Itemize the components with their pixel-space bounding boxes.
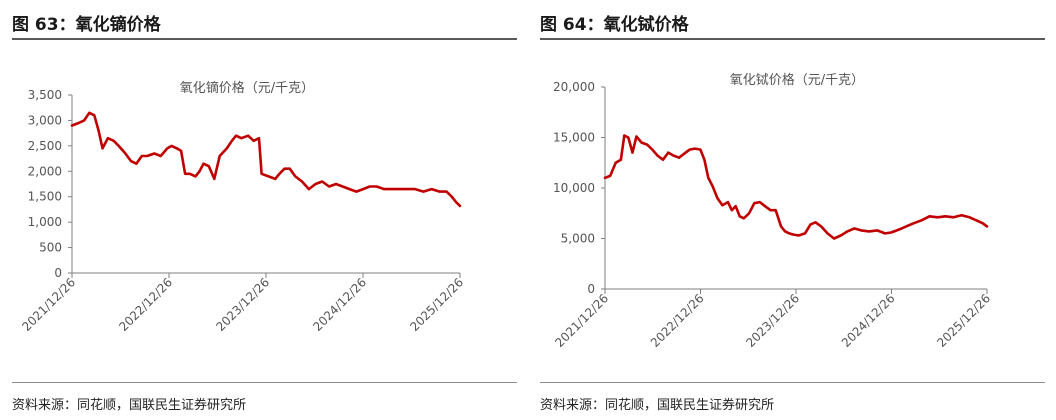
y-tick-label: 0	[587, 282, 595, 296]
y-tick-label: 500	[39, 241, 62, 255]
chart-panel-left: 图 63：氧化镝价格 氧化镝价格（元/千克） 3,500 3,000 2,500 2,0…	[12, 0, 522, 420]
x-tick-label: 2021/12/26	[19, 275, 78, 334]
y-tick-label: 3,500	[28, 88, 62, 102]
y-tick-label: 20,000	[553, 80, 595, 94]
chart-title: 氧化镝价格（元/千克）	[180, 80, 314, 96]
x-tick-label: 2025/12/26	[407, 275, 466, 334]
title-rule	[540, 38, 1045, 40]
line-chart-terbium-oxide: 氧化铽价格（元/千克） 20,000 15,000 10,000 5,000 02021/…	[552, 72, 993, 350]
source-note: 资料来源：同花顺，国联民生证券研究所	[12, 398, 247, 413]
line-chart-dysprosium-oxide: 氧化镝价格（元/千克） 3,500 3,000 2,500 2,000 1,500 1,00…	[19, 80, 466, 334]
x-tick-label: 2025/12/26	[934, 291, 993, 350]
title-rule	[12, 38, 517, 40]
x-tick-label: 2022/12/26	[648, 291, 707, 350]
series-line	[603, 134, 989, 240]
y-tick-label: 15,000	[553, 131, 595, 145]
figure-title: 图 64：氧化铽价格	[540, 15, 689, 35]
y-tick-label: 0	[54, 266, 62, 280]
source-note: 资料来源：同花顺，国联民生证券研究所	[540, 398, 775, 413]
footer-rule	[540, 382, 1045, 383]
x-tick-label: 2021/12/26	[552, 291, 611, 350]
y-tick-label: 5,000	[561, 232, 595, 246]
y-tick-label: 2,000	[28, 164, 62, 178]
footer-rule	[12, 382, 517, 383]
x-tick-label: 2024/12/26	[839, 291, 898, 350]
x-tick-label: 2022/12/26	[116, 275, 175, 334]
figure-title: 图 63：氧化镝价格	[12, 15, 161, 35]
y-tick-label: 1,500	[28, 190, 62, 204]
x-tick-label: 2024/12/26	[310, 275, 369, 334]
chart-title: 氧化铽价格（元/千克）	[730, 72, 864, 88]
series-line	[70, 111, 462, 208]
y-tick-label: 10,000	[553, 181, 595, 195]
chart-panel-right: 图 64：氧化铽价格 氧化铽价格（元/千克） 20,000 15,000 10,000…	[540, 0, 1050, 420]
x-tick-label: 2023/12/26	[213, 275, 272, 334]
y-tick-label: 1,000	[28, 215, 62, 229]
x-tick-label: 2023/12/26	[743, 291, 802, 350]
y-tick-label: 2,500	[28, 139, 62, 153]
y-tick-label: 3,000	[28, 113, 62, 127]
